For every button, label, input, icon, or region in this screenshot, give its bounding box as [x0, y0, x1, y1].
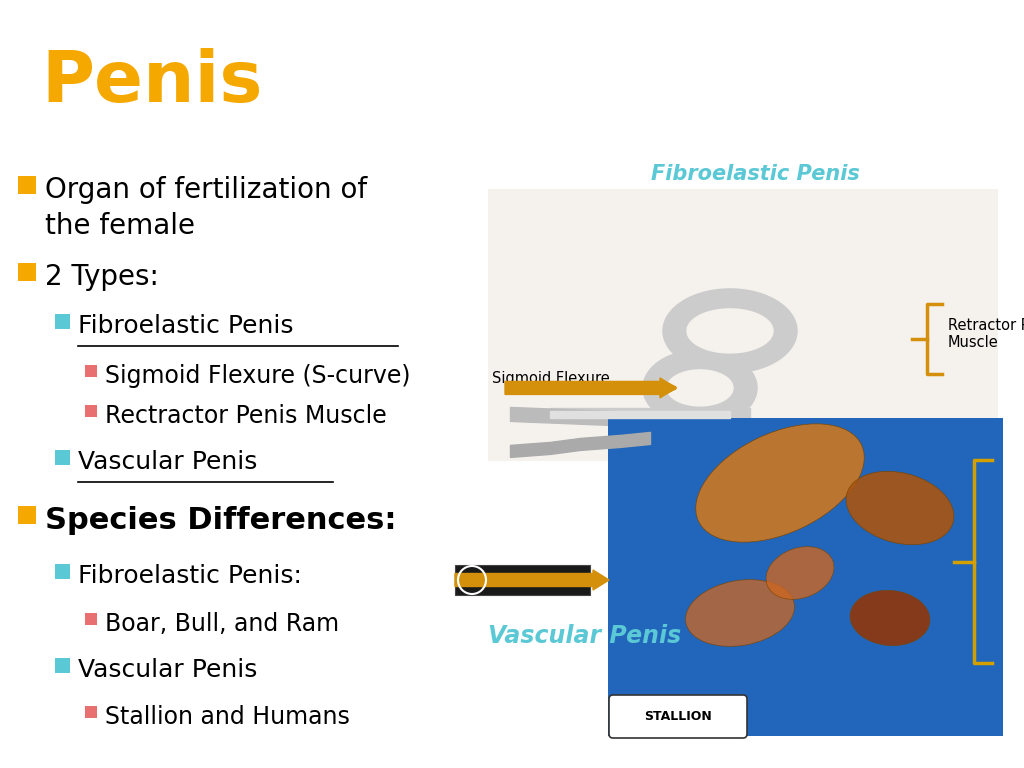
Text: Vascular Penis: Vascular Penis — [488, 624, 681, 648]
Polygon shape — [687, 309, 773, 353]
Ellipse shape — [685, 580, 795, 647]
Text: STALLION: STALLION — [644, 710, 712, 723]
Text: Vascular Penis: Vascular Penis — [78, 658, 257, 682]
FancyBboxPatch shape — [85, 613, 97, 625]
Polygon shape — [667, 370, 733, 406]
Ellipse shape — [766, 547, 834, 599]
Text: Fibroelastic Penis:: Fibroelastic Penis: — [78, 564, 302, 588]
Text: Stallion and Humans: Stallion and Humans — [105, 705, 350, 729]
Polygon shape — [643, 350, 757, 426]
FancyBboxPatch shape — [55, 450, 70, 465]
FancyBboxPatch shape — [18, 506, 36, 525]
FancyBboxPatch shape — [609, 695, 746, 738]
Text: Penis: Penis — [41, 48, 262, 117]
FancyBboxPatch shape — [55, 658, 70, 674]
Text: Fibroelastic Penis: Fibroelastic Penis — [650, 164, 859, 184]
FancyArrow shape — [505, 378, 676, 398]
FancyArrow shape — [455, 570, 609, 590]
FancyBboxPatch shape — [18, 177, 36, 194]
Text: Sigmoid Flexure (S-curve): Sigmoid Flexure (S-curve) — [105, 364, 411, 388]
Text: 2 Types:: 2 Types: — [45, 263, 159, 291]
FancyBboxPatch shape — [85, 706, 97, 718]
Text: Boar, Bull, and Ram: Boar, Bull, and Ram — [105, 612, 339, 636]
FancyBboxPatch shape — [85, 365, 97, 377]
Text: Organ of fertilization of
the female: Organ of fertilization of the female — [45, 176, 368, 240]
FancyBboxPatch shape — [608, 418, 1002, 736]
Ellipse shape — [695, 424, 864, 542]
Text: Retractor Penis
Muscle: Retractor Penis Muscle — [948, 318, 1024, 350]
FancyBboxPatch shape — [55, 314, 70, 329]
FancyBboxPatch shape — [488, 189, 998, 461]
Text: Rectractor Penis Muscle: Rectractor Penis Muscle — [105, 404, 387, 428]
FancyBboxPatch shape — [455, 565, 590, 595]
Text: Sigmoid Flexure: Sigmoid Flexure — [492, 372, 609, 386]
Text: Vascular Penis: Vascular Penis — [78, 450, 257, 474]
Ellipse shape — [850, 591, 930, 646]
FancyBboxPatch shape — [85, 405, 97, 417]
Text: Species Differences:: Species Differences: — [45, 506, 396, 535]
FancyBboxPatch shape — [55, 564, 70, 579]
FancyBboxPatch shape — [18, 263, 36, 281]
Text: Fibroelastic Penis: Fibroelastic Penis — [78, 314, 294, 338]
Ellipse shape — [846, 472, 954, 545]
Polygon shape — [663, 289, 797, 373]
